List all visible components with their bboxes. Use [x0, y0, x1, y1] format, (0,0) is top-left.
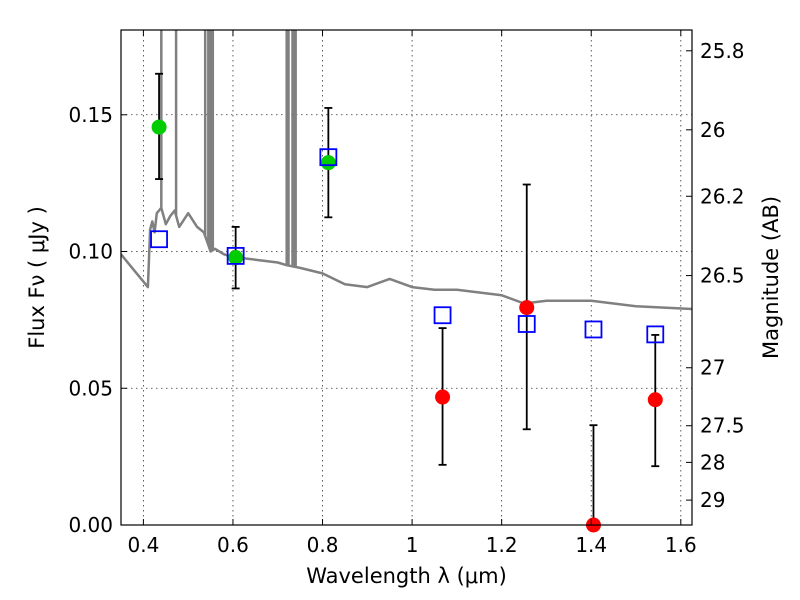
- x-tick-label: 1.4: [575, 533, 607, 557]
- data-point: [519, 300, 535, 316]
- model-photometry-square: [319, 148, 338, 167]
- x-tick-label: 1.6: [665, 533, 697, 557]
- x-axis-title: Wavelength λ (μm): [306, 564, 507, 588]
- right-tick-label: 25.8: [700, 39, 745, 63]
- model-photometry-square: [226, 246, 245, 265]
- model-photometry-square: [150, 230, 168, 249]
- y-tick-label: 0.10: [68, 240, 113, 264]
- data-point: [647, 392, 663, 408]
- y-tick-label: 0.15: [68, 103, 113, 127]
- right-tick-label: 28: [700, 450, 725, 474]
- data-point: [435, 389, 451, 405]
- x-axis-ticks: 0.4 0.6 0.8 1 1.2 1.4 1.6: [127, 30, 697, 557]
- data-point: [228, 250, 244, 266]
- x-tick-label: 0.8: [307, 533, 339, 557]
- right-tick-label: 27.5: [700, 414, 745, 438]
- model-photometry-square: [646, 325, 665, 344]
- right-tick-label: 27: [700, 356, 725, 380]
- y-axis-title: Flux Fν ( μJy ): [25, 206, 49, 349]
- right-tick-label: 26.2: [700, 184, 745, 208]
- model-photometry-square: [433, 306, 452, 325]
- data-point: [151, 119, 167, 135]
- right-axis-title: Magnitude (AB): [759, 196, 783, 359]
- x-tick-label: 1.2: [486, 533, 518, 557]
- x-tick-label: 0.6: [217, 533, 249, 557]
- sed-model-layer: [121, 30, 692, 311]
- sed-model-line: [121, 206, 692, 311]
- right-tick-label: 29: [700, 488, 725, 512]
- x-tick-label: 0.4: [127, 533, 159, 557]
- data-points-layer: [150, 72, 665, 533]
- x-tick-label: 1: [406, 533, 419, 557]
- model-photometry-square: [584, 320, 603, 339]
- plot-frame: [120, 29, 693, 526]
- grid-layer: [121, 30, 692, 525]
- y-tick-label: 0.00: [68, 513, 113, 537]
- y-tick-label: 0.05: [68, 376, 113, 400]
- right-axis-ticks: 25.8 26 26.2 26.5 27 27.5 28 29: [686, 39, 745, 512]
- model-photometry-square: [517, 315, 536, 333]
- right-tick-label: 26: [700, 118, 725, 142]
- y-axis-ticks: 0.00 0.05 0.10 0.15: [68, 103, 127, 537]
- data-point: [320, 155, 336, 171]
- right-tick-label: 26.5: [700, 264, 745, 288]
